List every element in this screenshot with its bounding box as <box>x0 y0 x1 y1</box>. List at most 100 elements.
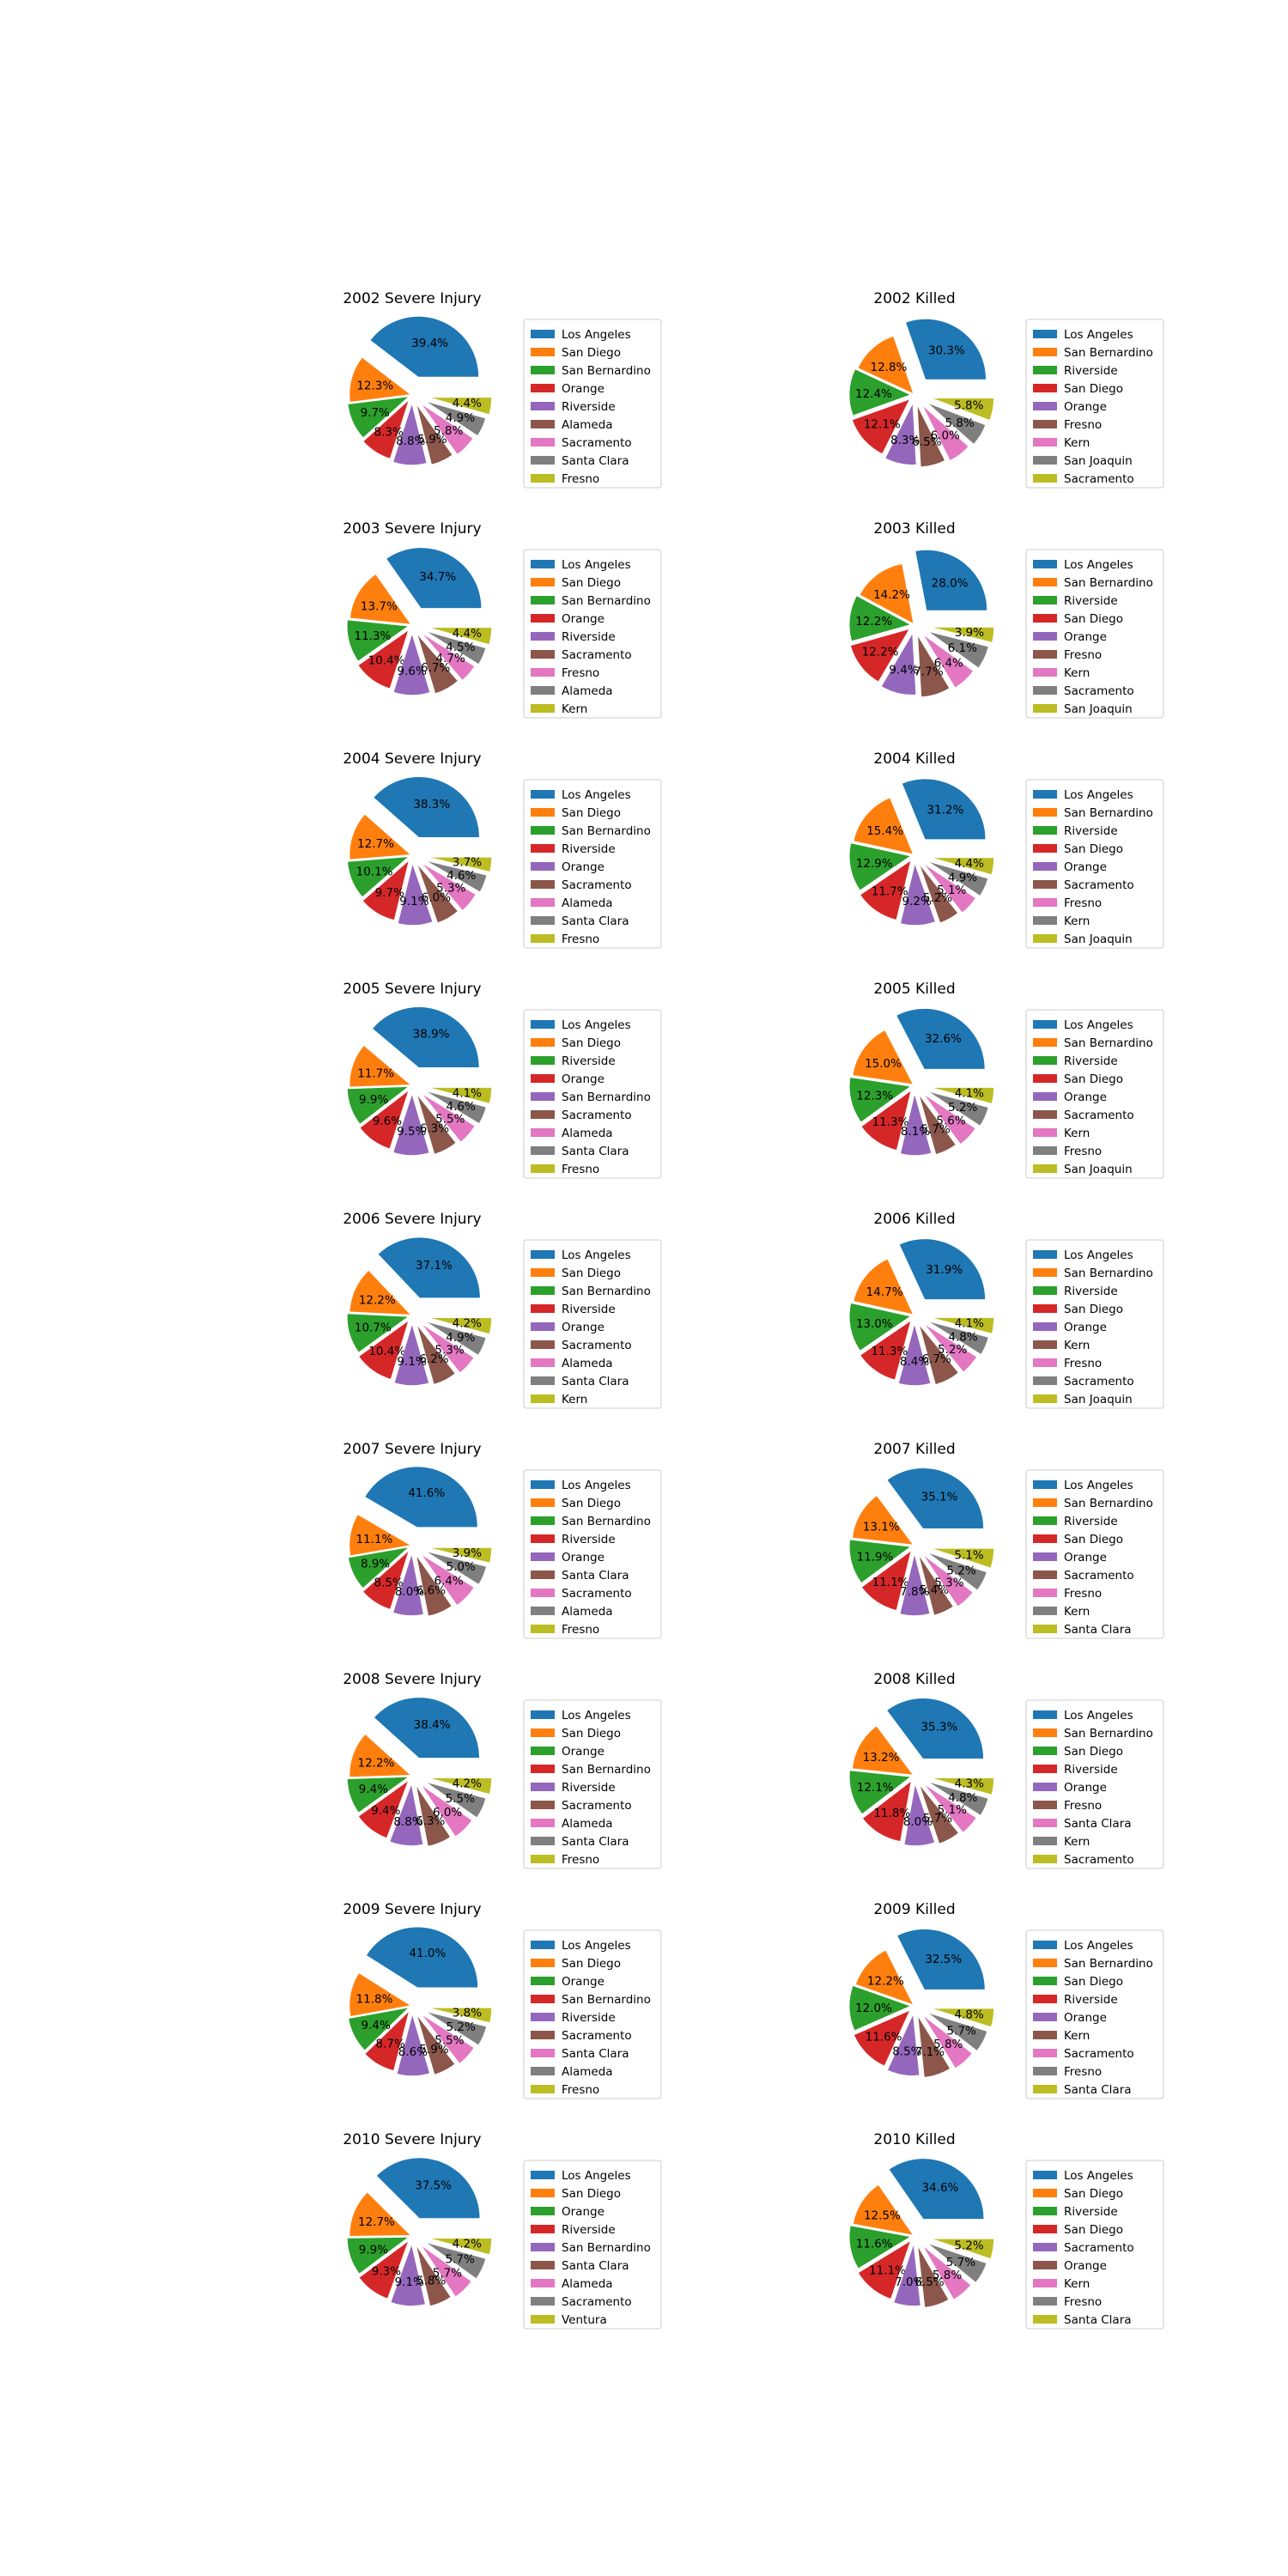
slice-percent-label: 6.0% <box>422 891 451 905</box>
pie-slice <box>849 1540 910 1583</box>
pie-chart: 2002 Killed 30.3% 12.8% 12.4% 12.1% 8.3%6.5%6… <box>849 290 1164 489</box>
legend-swatch <box>531 1747 555 1755</box>
pie-slice <box>348 857 408 897</box>
legend-entry: Sacramento <box>562 1339 632 1352</box>
pie-slice <box>422 1786 472 1837</box>
legend-entry: Santa Clara <box>1064 1817 1132 1831</box>
pie-slice <box>422 404 473 454</box>
legend-swatch <box>531 934 555 943</box>
legend-swatch <box>1033 1607 1057 1615</box>
legend-swatch <box>531 1286 555 1295</box>
pie-slice <box>915 550 987 611</box>
legend-entry: Riverside <box>562 1781 616 1795</box>
legend-swatch <box>1033 1534 1057 1543</box>
slice-percent-label: 4.1% <box>955 1086 984 1100</box>
pie-slice <box>386 548 482 609</box>
legend-swatch <box>1033 420 1057 428</box>
chart-title: 2008 Severe Injury <box>343 1671 481 1688</box>
chart-title: 2004 Severe Injury <box>343 750 481 768</box>
legend-swatch <box>531 1164 555 1173</box>
legend-swatch <box>531 438 555 447</box>
pie-slice <box>349 1735 410 1777</box>
pie-slice <box>855 1950 913 2005</box>
legend-entry: San Diego <box>1064 1303 1123 1316</box>
slice-percent-label: 3.9% <box>453 1546 482 1560</box>
pie-slice <box>358 1781 408 1838</box>
slice-percent-label: 4.2% <box>453 2237 482 2251</box>
legend-entry: Sacramento <box>562 2029 632 2043</box>
legend-entry: Sacramento <box>562 1799 632 1813</box>
slice-percent-label: 6.2% <box>419 1352 448 1366</box>
legend-entry: San Bernardino <box>562 1763 651 1777</box>
legend-swatch <box>1033 1959 1057 1967</box>
pie-slice <box>422 634 475 680</box>
legend-swatch <box>531 1498 555 1507</box>
legend-swatch <box>531 420 555 428</box>
pie-slice <box>349 1973 410 2016</box>
slice-percent-label: 38.9% <box>413 1028 450 1042</box>
legend-swatch <box>1033 1020 1057 1029</box>
pie-slice <box>858 2241 910 2299</box>
legend-swatch <box>531 1710 555 1719</box>
legend-entry: San Diego <box>1064 1533 1123 1546</box>
legend-swatch <box>1033 632 1057 641</box>
legend-swatch <box>1033 2067 1057 2075</box>
legend-entry: Los Angeles <box>1064 1939 1133 1953</box>
pie-slice <box>398 865 433 926</box>
pie-slice <box>347 1777 408 1813</box>
legend-swatch <box>1033 366 1057 374</box>
slice-percent-label: 5.8% <box>945 416 974 430</box>
legend-swatch <box>1033 2013 1057 2021</box>
legend-swatch <box>1033 348 1057 356</box>
pie-slice <box>422 1555 474 1605</box>
slice-percent-label: 4.4% <box>453 627 482 641</box>
pie-slice <box>929 862 988 896</box>
legend-entry: Santa Clara <box>562 1145 629 1158</box>
slice-percent-label: 6.3% <box>420 1122 449 1136</box>
slice-percent-label: 12.1% <box>864 417 901 431</box>
pie-slice <box>906 319 986 380</box>
pie-slice <box>393 635 430 696</box>
slice-percent-label: 12.2% <box>359 1293 396 1307</box>
legend-entry: Fresno <box>562 933 599 946</box>
slice-percent-label: 5.3% <box>934 1577 963 1590</box>
legend-swatch <box>1033 1855 1057 1863</box>
legend-swatch <box>531 862 555 871</box>
pie-slice <box>391 2245 425 2306</box>
pie-slice <box>924 635 974 688</box>
legend-entry: Los Angeles <box>1064 2169 1133 2183</box>
legend-entry: Riverside <box>1064 1515 1118 1528</box>
pie-slice <box>929 2244 987 2282</box>
legend-swatch <box>531 2315 555 2324</box>
legend-entry: San Diego <box>1064 382 1123 396</box>
legend-entry: Los Angeles <box>562 1939 631 1953</box>
pie-slice <box>928 404 986 444</box>
slice-percent-label: 12.7% <box>358 2215 395 2229</box>
legend-swatch <box>1033 474 1057 483</box>
legend-entry: Fresno <box>1064 2295 1102 2309</box>
legend-swatch <box>531 2207 555 2215</box>
legend-entry: Los Angeles <box>1064 1709 1133 1722</box>
legend-swatch <box>531 1552 555 1561</box>
pie-slice <box>902 779 986 840</box>
pie-slice <box>349 1270 410 1315</box>
legend-swatch <box>1033 1498 1057 1507</box>
pie-slice <box>849 843 910 890</box>
slice-percent-label: 5.2% <box>948 1101 977 1115</box>
slice-percent-label: 6.7% <box>421 661 450 675</box>
legend-swatch <box>531 2013 555 2021</box>
slice-percent-label: 5.7% <box>946 2256 975 2269</box>
slice-percent-label: 9.5% <box>397 1125 426 1139</box>
slice-percent-label: 38.3% <box>413 798 450 811</box>
legend-entry: Los Angeles <box>1064 558 1133 572</box>
pie-slice <box>863 1782 911 1842</box>
legend-swatch <box>531 1855 555 1863</box>
slice-percent-label: 4.6% <box>447 1100 476 1114</box>
slice-percent-label: 15.4% <box>866 824 903 838</box>
legend-entry: Orange <box>562 1321 605 1334</box>
pie-slice <box>885 404 916 465</box>
chart-title: 2007 Severe Injury <box>343 1441 481 1458</box>
chart-title: 2004 Killed <box>873 750 955 768</box>
legend-entry: Sacramento <box>1064 1569 1134 1583</box>
pie-slice <box>929 2014 987 2050</box>
